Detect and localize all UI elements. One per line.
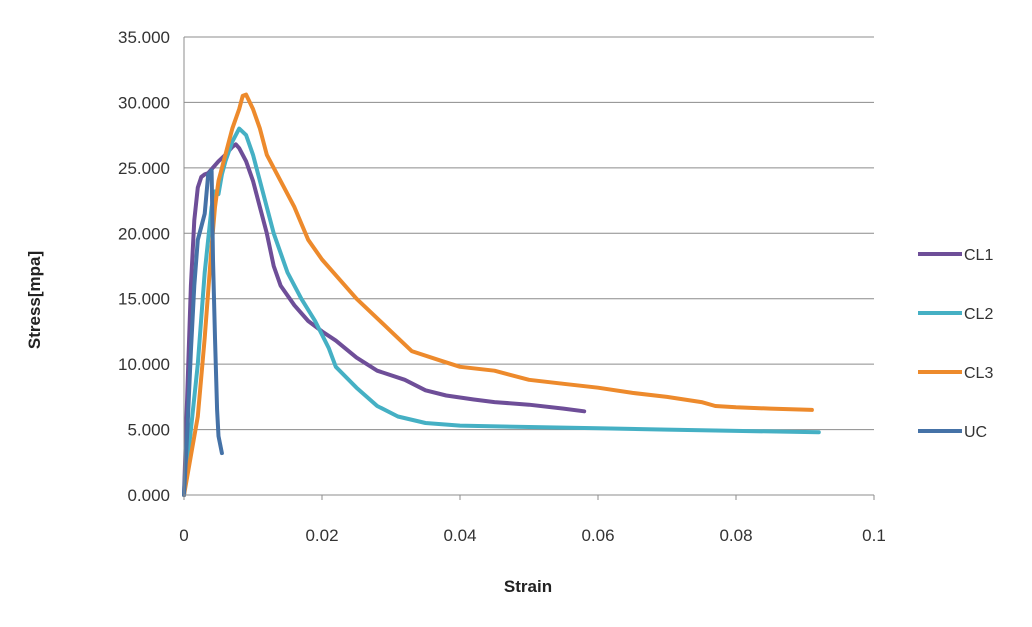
legend-label-cl2: CL2 [964,306,993,323]
legend-label-uc: UC [964,424,987,441]
y-tick-label: 30.000 [118,93,170,112]
series-line-cl1 [184,144,584,495]
series-line-cl3 [184,95,812,495]
x-tick-label: 0.04 [443,526,476,545]
y-tick-label: 20.000 [118,224,170,243]
gridlines [184,37,874,430]
y-tick-label: 35.000 [118,28,170,47]
y-tick-label: 10.000 [118,355,170,374]
x-tick-label: 0.02 [305,526,338,545]
x-tick-label: 0.08 [719,526,752,545]
legend: CL1 CL2 CL3 UC [918,247,993,441]
x-axis-title: Strain [504,577,552,596]
legend-label-cl3: CL3 [964,365,993,382]
x-tick-label: 0 [179,526,188,545]
series-line-cl2 [184,129,819,495]
x-tick-label: 0.1 [862,526,886,545]
y-axis-title: Stress[mpa] [25,251,44,349]
y-tick-labels: 0.000 5.000 10.000 15.000 20.000 25.000 30.000… [118,28,170,505]
x-tick-labels: 0 0.02 0.04 0.06 0.08 0.1 [179,526,886,545]
series-lines [184,95,819,495]
y-tick-label: 0.000 [127,486,170,505]
y-tick-label: 5.000 [127,421,170,440]
y-tick-label: 15.000 [118,290,170,309]
legend-label-cl1: CL1 [964,247,993,264]
x-tick-label: 0.06 [581,526,614,545]
y-tick-label: 25.000 [118,159,170,178]
